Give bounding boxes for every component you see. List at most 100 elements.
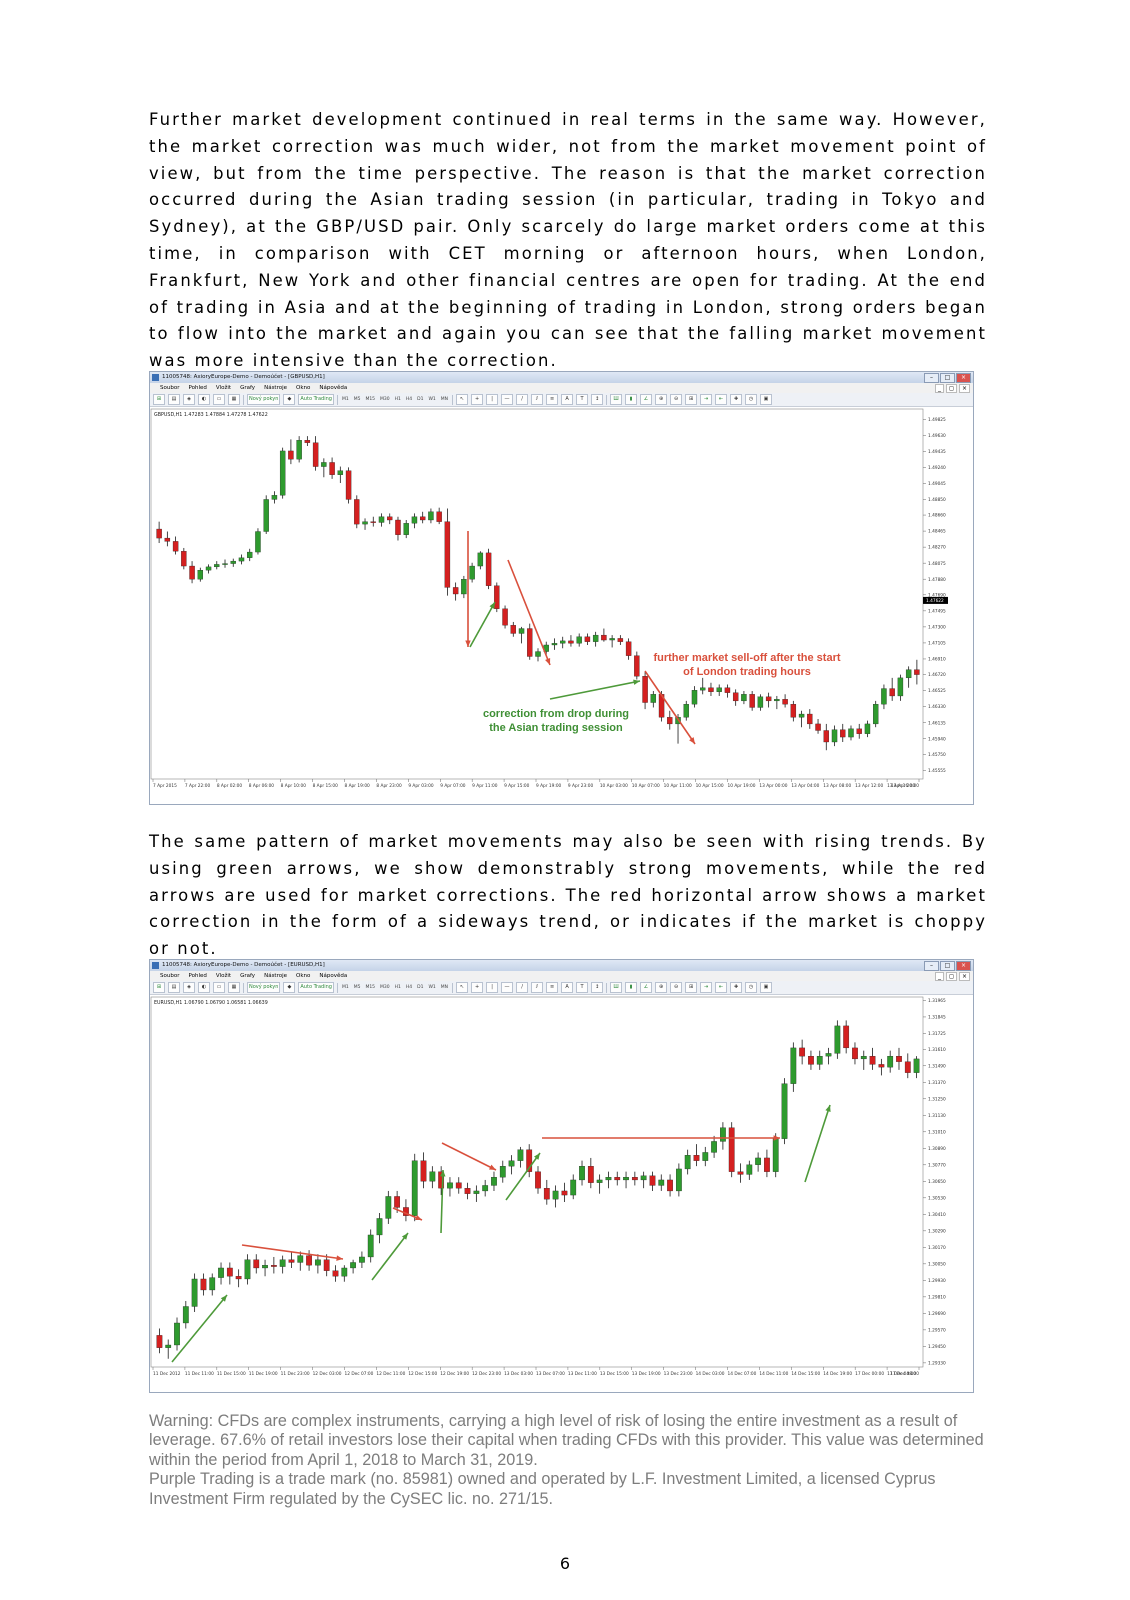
timeframe-mn[interactable]: MN (440, 985, 449, 990)
timeframe-h1[interactable]: H1 (394, 985, 401, 990)
templates-icon[interactable]: ▣ (760, 982, 773, 993)
minimize-button[interactable]: – (924, 961, 939, 971)
maximize-button[interactable]: □ (940, 373, 955, 383)
bar-chart-icon[interactable]: Ш (610, 394, 623, 405)
menu-item-charts[interactable]: Grafy (240, 973, 256, 979)
fibonacci-icon[interactable]: ≡ (546, 394, 559, 405)
label-icon[interactable]: T (576, 394, 589, 405)
metaeditor-icon[interactable]: ◆ (283, 394, 296, 405)
timeframe-w1[interactable]: W1 (428, 397, 436, 402)
menu-item-help[interactable]: Nápověda (319, 973, 348, 979)
tester-icon[interactable]: ▦ (228, 982, 240, 993)
fibonacci-icon[interactable]: ≡ (546, 982, 559, 993)
timeframe-w1[interactable]: W1 (428, 985, 436, 990)
mdi-restore-button[interactable]: ◻ (945, 384, 957, 393)
menu-item-view[interactable]: Pohled (188, 385, 207, 391)
zoom-out-icon[interactable]: ⊖ (670, 394, 683, 405)
horizontal-line-icon[interactable]: — (501, 982, 514, 993)
crosshair-icon[interactable]: + (471, 982, 484, 993)
profiles-icon[interactable]: ▤ (168, 982, 180, 993)
vertical-line-icon[interactable]: | (486, 982, 499, 993)
trendline-icon[interactable]: / (516, 982, 529, 993)
crosshair-icon[interactable]: + (471, 394, 484, 405)
cursor-icon[interactable]: ↖ (456, 394, 469, 405)
timeframe-m30[interactable]: M30 (380, 985, 390, 990)
menu-item-window[interactable]: Okno (296, 973, 311, 979)
price-chart-gbpusd[interactable]: GBPUSD,H1 1.47283 1.47884 1.47278 1.4762… (150, 407, 973, 804)
menu-item-file[interactable]: Soubor (160, 973, 180, 979)
horizontal-line-icon[interactable]: — (501, 394, 514, 405)
market-watch-icon[interactable]: ◈ (183, 982, 195, 993)
terminal-icon[interactable]: ▭ (213, 982, 225, 993)
menu-item-charts[interactable]: Grafy (240, 385, 256, 391)
terminal-icon[interactable]: ▭ (213, 394, 225, 405)
candle-chart-icon[interactable]: ▮ (625, 394, 638, 405)
timeframe-d1[interactable]: D1 (417, 397, 424, 402)
timeframe-m30[interactable]: M30 (380, 397, 390, 402)
market-watch-icon[interactable]: ◈ (183, 394, 195, 405)
navigator-icon[interactable]: ◐ (198, 394, 210, 405)
timeframe-m15[interactable]: M15 (365, 397, 376, 402)
mdi-minimize-button[interactable]: _ (934, 384, 944, 393)
maximize-button[interactable]: □ (940, 961, 955, 971)
channel-icon[interactable]: ⫽ (531, 394, 544, 405)
menu-item-file[interactable]: Soubor (160, 385, 180, 391)
zoom-out-icon[interactable]: ⊖ (670, 982, 683, 993)
timeframe-m1[interactable]: M1 (341, 985, 349, 990)
candle-chart-icon[interactable]: ▮ (625, 982, 638, 993)
templates-icon[interactable]: ▣ (760, 394, 773, 405)
metaeditor-icon[interactable]: ◆ (283, 982, 296, 993)
timeframe-m5[interactable]: M5 (353, 397, 361, 402)
mdi-minimize-button[interactable]: _ (934, 972, 944, 981)
tile-windows-icon[interactable]: ⊞ (685, 982, 698, 993)
new-chart-icon[interactable]: ⊞ (153, 394, 165, 405)
price-chart-eurusd[interactable]: EURUSD,H1 1.06790 1.06790 1.06581 1.0663… (150, 995, 973, 1392)
close-button[interactable]: × (956, 961, 971, 971)
vertical-line-icon[interactable]: | (486, 394, 499, 405)
navigator-icon[interactable]: ◐ (198, 982, 210, 993)
minimize-button[interactable]: – (924, 373, 939, 383)
mdi-close-button[interactable]: × (958, 972, 970, 981)
mdi-close-button[interactable]: × (958, 384, 970, 393)
cursor-icon[interactable]: ↖ (456, 982, 469, 993)
chart-shift-icon[interactable]: ⇤ (715, 394, 728, 405)
line-chart-icon[interactable]: ∠ (640, 394, 653, 405)
trendline-icon[interactable]: / (516, 394, 529, 405)
text-icon[interactable]: A (561, 394, 574, 405)
timeframe-h4[interactable]: H4 (405, 985, 413, 990)
arrows-icon[interactable]: ↕ (591, 394, 604, 405)
menu-item-insert[interactable]: Vložit (215, 385, 232, 391)
auto-scroll-icon[interactable]: ⇥ (700, 394, 713, 405)
zoom-in-icon[interactable]: ⊕ (655, 394, 668, 405)
new-chart-icon[interactable]: ⊞ (153, 982, 165, 993)
profiles-icon[interactable]: ▤ (168, 394, 180, 405)
timeframe-m5[interactable]: M5 (353, 985, 361, 990)
close-button[interactable]: × (956, 373, 971, 383)
line-chart-icon[interactable]: ∠ (640, 982, 653, 993)
arrows-icon[interactable]: ↕ (591, 982, 604, 993)
menu-item-tools[interactable]: Nástroje (264, 385, 288, 391)
menu-item-help[interactable]: Nápověda (319, 385, 348, 391)
auto-trading-button[interactable]: Auto Trading (298, 394, 334, 405)
menu-item-view[interactable]: Pohled (188, 973, 207, 979)
tile-windows-icon[interactable]: ⊞ (685, 394, 698, 405)
label-icon[interactable]: T (576, 982, 589, 993)
indicators-icon[interactable]: ✚ (730, 982, 743, 993)
periods-icon[interactable]: ◷ (745, 394, 758, 405)
timeframe-h4[interactable]: H4 (405, 397, 413, 402)
new-order-button[interactable]: Nový pokyn (247, 394, 281, 405)
timeframe-m15[interactable]: M15 (365, 985, 376, 990)
chart-shift-icon[interactable]: ⇤ (715, 982, 728, 993)
periods-icon[interactable]: ◷ (745, 982, 758, 993)
timeframe-d1[interactable]: D1 (417, 985, 424, 990)
bar-chart-icon[interactable]: Ш (610, 982, 623, 993)
menu-item-tools[interactable]: Nástroje (264, 973, 288, 979)
channel-icon[interactable]: ⫽ (531, 982, 544, 993)
new-order-button[interactable]: Nový pokyn (247, 982, 281, 993)
auto-trading-button[interactable]: Auto Trading (298, 982, 334, 993)
timeframe-m1[interactable]: M1 (341, 397, 349, 402)
tester-icon[interactable]: ▦ (228, 394, 240, 405)
menu-item-insert[interactable]: Vložit (215, 973, 232, 979)
timeframe-mn[interactable]: MN (440, 397, 449, 402)
menu-item-window[interactable]: Okno (296, 385, 311, 391)
